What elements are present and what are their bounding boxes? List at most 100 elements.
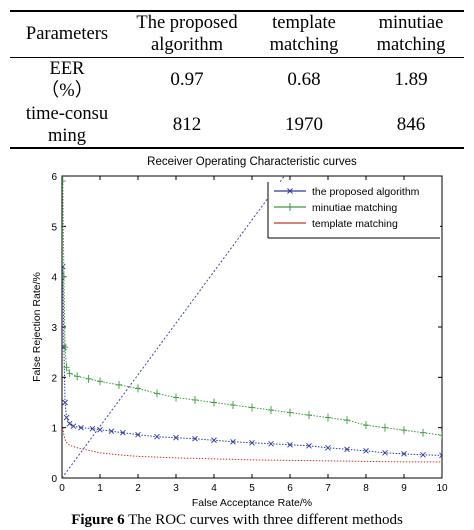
data-point: [62, 399, 68, 406]
data-point: [344, 446, 350, 453]
x-tick-label: 8: [363, 483, 369, 494]
x-tick-label: 0: [59, 483, 65, 494]
data-point: [89, 425, 96, 432]
header-text: minutiae: [378, 13, 444, 34]
data-point: [420, 452, 426, 458]
data-point: [74, 372, 81, 381]
data-point: [192, 435, 198, 442]
y-tick-label: 6: [51, 172, 57, 183]
y-tick-label: 1: [51, 424, 57, 435]
data-point: [230, 401, 236, 410]
data-point: [62, 177, 66, 186]
data-point: [173, 434, 179, 441]
x-tick-label: 1: [97, 483, 103, 494]
data-point: [85, 374, 92, 383]
header-template-matching: template matching: [250, 10, 358, 58]
x-tick-label: 10: [436, 483, 448, 494]
y-tick-label: 0: [51, 474, 57, 485]
data-point: [268, 440, 274, 447]
table-row-eer: EER （%） 0.97 0.68 1.89: [10, 57, 464, 103]
data-point: [63, 363, 70, 372]
x-tick-label: 5: [249, 483, 255, 494]
series-line: [62, 427, 442, 463]
data-point: [154, 433, 160, 440]
data-point: [439, 431, 442, 440]
y-tick-label: 4: [51, 273, 57, 284]
series-line: [62, 266, 442, 456]
row-label: EER （%）: [10, 57, 124, 103]
x-tick-label: 4: [211, 483, 217, 494]
data-point: [119, 429, 126, 436]
data-point: [211, 398, 217, 407]
table-cell: 1.89: [394, 69, 428, 91]
data-point: [230, 438, 236, 445]
header-text: matching: [376, 35, 446, 56]
header-proposed-algorithm: The proposed algorithm: [124, 10, 250, 58]
caption-text: The ROC curves with three different meth…: [124, 512, 403, 528]
legend-entry: template matching: [312, 218, 398, 230]
roc-chart: 0 1 2 3 4 5 6 7 8 9 10 0 1 2 3 4 5 6 False Acceptance Rate…: [31, 172, 448, 509]
data-point: [325, 413, 331, 422]
table-cell: 0.68: [287, 69, 321, 91]
x-tick-label: 7: [325, 483, 331, 494]
x-tick-label: 9: [401, 483, 407, 494]
data-point: [116, 380, 122, 389]
header-text: Parameters: [25, 24, 109, 45]
table-body: EER （%） 0.97 0.68 1.89 time-consu ming 8…: [10, 57, 464, 149]
data-point: [62, 343, 69, 352]
data-point: [439, 452, 442, 459]
header-text: template: [272, 13, 336, 34]
y-tick-label: 2: [51, 373, 57, 384]
data-point: [268, 406, 274, 415]
data-point: [249, 439, 255, 446]
header-text: The proposed: [136, 13, 238, 34]
data-point: [62, 263, 66, 270]
row-label-text: time-consu: [25, 104, 109, 124]
table-header: Parameters The proposed algorithm templa…: [10, 10, 464, 58]
y-tick-label: 3: [51, 323, 57, 334]
legend-entry: the proposed algorithm: [312, 186, 420, 198]
chart-title: Receiver Operating Characteristic curves: [147, 156, 357, 168]
x-tick-label: 6: [287, 483, 293, 494]
comparison-table: Parameters The proposed algorithm templa…: [10, 10, 464, 149]
legend-marker: [287, 188, 293, 194]
data-point: [420, 428, 426, 437]
data-point: [78, 424, 84, 431]
row-label: time-consu ming: [10, 103, 124, 149]
data-point: [135, 384, 141, 393]
data-point: [401, 426, 407, 435]
legend-marker: [287, 203, 293, 211]
data-point: [249, 403, 255, 412]
data-point: [382, 450, 388, 456]
row-label-text: ming: [47, 126, 87, 146]
data-point: [192, 395, 198, 404]
y-tick-label: 5: [51, 222, 57, 233]
header-parameters: Parameters: [10, 10, 124, 58]
data-point: [287, 441, 293, 448]
table-header-row: Parameters The proposed algorithm templa…: [10, 10, 464, 58]
table-cell: 846: [358, 103, 464, 149]
figure-caption: Figure 6 The ROC curves with three diffe…: [0, 512, 474, 529]
data-point: [306, 411, 312, 420]
x-tick-label: 3: [173, 483, 179, 494]
data-point: [173, 393, 179, 402]
data-point: [211, 437, 217, 444]
series-line: [62, 181, 442, 436]
data-point: [401, 451, 407, 457]
data-point: [97, 377, 103, 386]
table-cell: 812: [124, 103, 250, 149]
y-axis-label: False Rejection Rate/%: [31, 272, 43, 382]
table-row-time: time-consu ming 812 1970 846: [10, 103, 464, 149]
series-line: [62, 176, 285, 478]
header-text: matching: [269, 35, 339, 56]
caption-label: Figure 6: [71, 512, 125, 528]
header-minutiae-matching: minutiae matching: [358, 10, 464, 58]
x-tick-label: 2: [135, 483, 141, 494]
data-point: [62, 272, 67, 281]
data-point: [154, 389, 160, 398]
data-point: [363, 421, 369, 430]
row-label-text: EER: [49, 59, 85, 80]
data-point: [66, 420, 73, 427]
data-point: [135, 431, 141, 438]
x-axis-label: False Acceptance Rate/%: [192, 497, 312, 509]
